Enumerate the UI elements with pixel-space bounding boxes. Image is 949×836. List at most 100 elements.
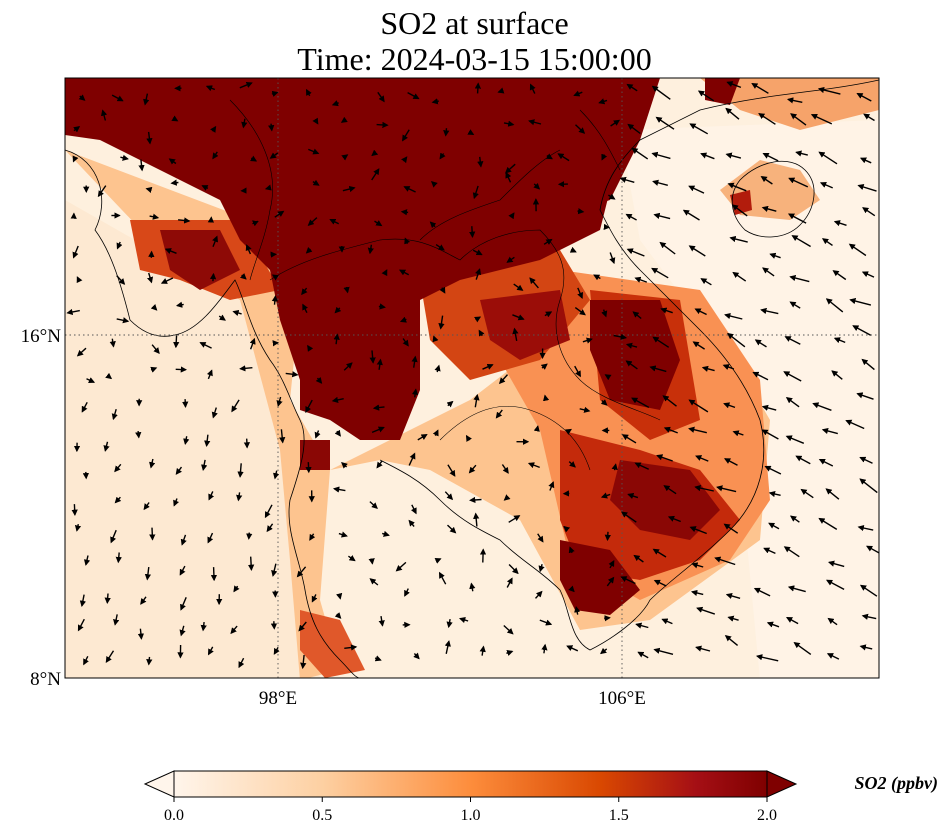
- wind-arrow: [417, 434, 428, 441]
- wind-arrow: [582, 337, 593, 344]
- wind-arrow: [473, 512, 480, 527]
- wind-arrow: [246, 532, 253, 540]
- wind-arrow: [137, 628, 145, 640]
- colorbar-bar: [173, 770, 768, 798]
- wind-arrow: [164, 248, 177, 254]
- wind-arrow: [627, 123, 641, 135]
- wind-arrow: [600, 647, 608, 655]
- wind-arrow: [315, 377, 323, 384]
- wind-arrow: [569, 246, 577, 253]
- wind-arrow: [180, 597, 187, 611]
- wind-arrow: [701, 365, 715, 372]
- colorbar-extend-high: [766, 770, 798, 798]
- wind-arrow: [201, 185, 209, 191]
- wind-arrow: [637, 651, 649, 659]
- wind-arrow: [446, 618, 453, 629]
- wind-arrow: [575, 124, 586, 134]
- wind-arrow: [688, 245, 706, 257]
- plot-title: SO2 at surface: [380, 5, 569, 41]
- wind-arrow: [726, 81, 742, 89]
- wind-arrow: [791, 235, 811, 248]
- wind-arrow: [852, 325, 872, 336]
- wind-arrow: [147, 272, 154, 284]
- wind-arrow: [649, 365, 667, 373]
- wind-arrow: [271, 90, 279, 97]
- wind-arrow: [110, 529, 117, 544]
- wind-arrow: [210, 125, 217, 133]
- wind-arrow: [574, 605, 581, 615]
- wind-arrow: [512, 314, 525, 321]
- wind-arrow: [783, 371, 802, 382]
- wind-arrow: [247, 556, 255, 571]
- wind-arrow: [472, 185, 479, 200]
- wind-arrow: [249, 337, 256, 350]
- wind-arrow: [785, 616, 799, 625]
- wind-arrow: [619, 176, 635, 183]
- wind-arrow: [611, 463, 618, 471]
- wind-arrow: [438, 571, 447, 585]
- wind-arrow: [651, 151, 671, 160]
- colorbar: 0.0 0.5 1.0 1.5 2.0: [143, 770, 798, 824]
- wind-arrow: [604, 374, 612, 381]
- wind-arrow: [537, 533, 544, 543]
- wind-arrow: [789, 274, 810, 283]
- wind-arrow: [404, 588, 410, 597]
- wind-arrow: [663, 426, 678, 434]
- wind-arrow: [688, 399, 709, 413]
- wind-arrow: [785, 435, 805, 444]
- wind-arrow: [251, 220, 260, 227]
- wind-arrow: [114, 463, 122, 473]
- wind-arrow: [404, 237, 411, 245]
- wind-arrow: [268, 123, 275, 132]
- wind-arrow: [540, 363, 548, 370]
- wind-arrow: [479, 645, 486, 656]
- wind-arrow: [179, 565, 186, 576]
- wind-arrow: [625, 213, 637, 221]
- wind-arrow: [208, 491, 215, 501]
- wind-arrow: [76, 347, 87, 357]
- wind-arrow: [439, 286, 446, 294]
- wind-arrow: [788, 177, 809, 188]
- wind-arrow: [729, 235, 748, 243]
- wind-arrow: [818, 458, 834, 467]
- wind-arrow: [439, 152, 446, 160]
- wind-arrow: [334, 306, 342, 314]
- wind-arrow: [66, 308, 80, 316]
- wind-arrow: [233, 585, 240, 593]
- wind-arrow: [534, 590, 543, 599]
- wind-arrow: [369, 501, 378, 509]
- wind-arrow: [469, 582, 476, 592]
- wind-arrow: [477, 156, 484, 168]
- wind-arrow: [270, 621, 278, 630]
- wind-arrow: [627, 493, 639, 499]
- wind-arrow: [600, 399, 608, 406]
- wind-arrow: [374, 220, 383, 227]
- wind-arrow: [469, 496, 482, 504]
- wind-arrow: [723, 458, 738, 466]
- wind-arrow: [859, 644, 873, 651]
- so2-field: [65, 78, 879, 678]
- wind-arrow: [173, 335, 180, 349]
- wind-arrow: [97, 185, 107, 198]
- wind-arrow: [179, 625, 186, 637]
- wind-arrow: [613, 333, 628, 340]
- wind-arrow: [845, 419, 865, 430]
- wind-arrow: [468, 464, 477, 474]
- wind-arrow: [371, 168, 380, 181]
- wind-arrow: [564, 428, 572, 435]
- wind-arrow: [382, 530, 390, 537]
- wind-arrow: [348, 555, 356, 562]
- wind-arrow: [444, 491, 454, 501]
- wind-arrow: [300, 654, 307, 670]
- wind-arrow: [573, 90, 583, 97]
- wind-arrow: [635, 622, 649, 629]
- wind-arrow: [690, 589, 704, 597]
- wind-arrow: [819, 182, 833, 189]
- wind-arrow: [333, 333, 340, 345]
- colorbar-ticks: 0.0 0.5 1.0 1.5 2.0: [164, 797, 777, 824]
- wind-arrow: [508, 212, 515, 220]
- wind-arrow: [508, 515, 521, 523]
- wind-arrow: [472, 249, 483, 256]
- wind-arrow: [724, 635, 739, 646]
- wind-arrow: [434, 558, 442, 564]
